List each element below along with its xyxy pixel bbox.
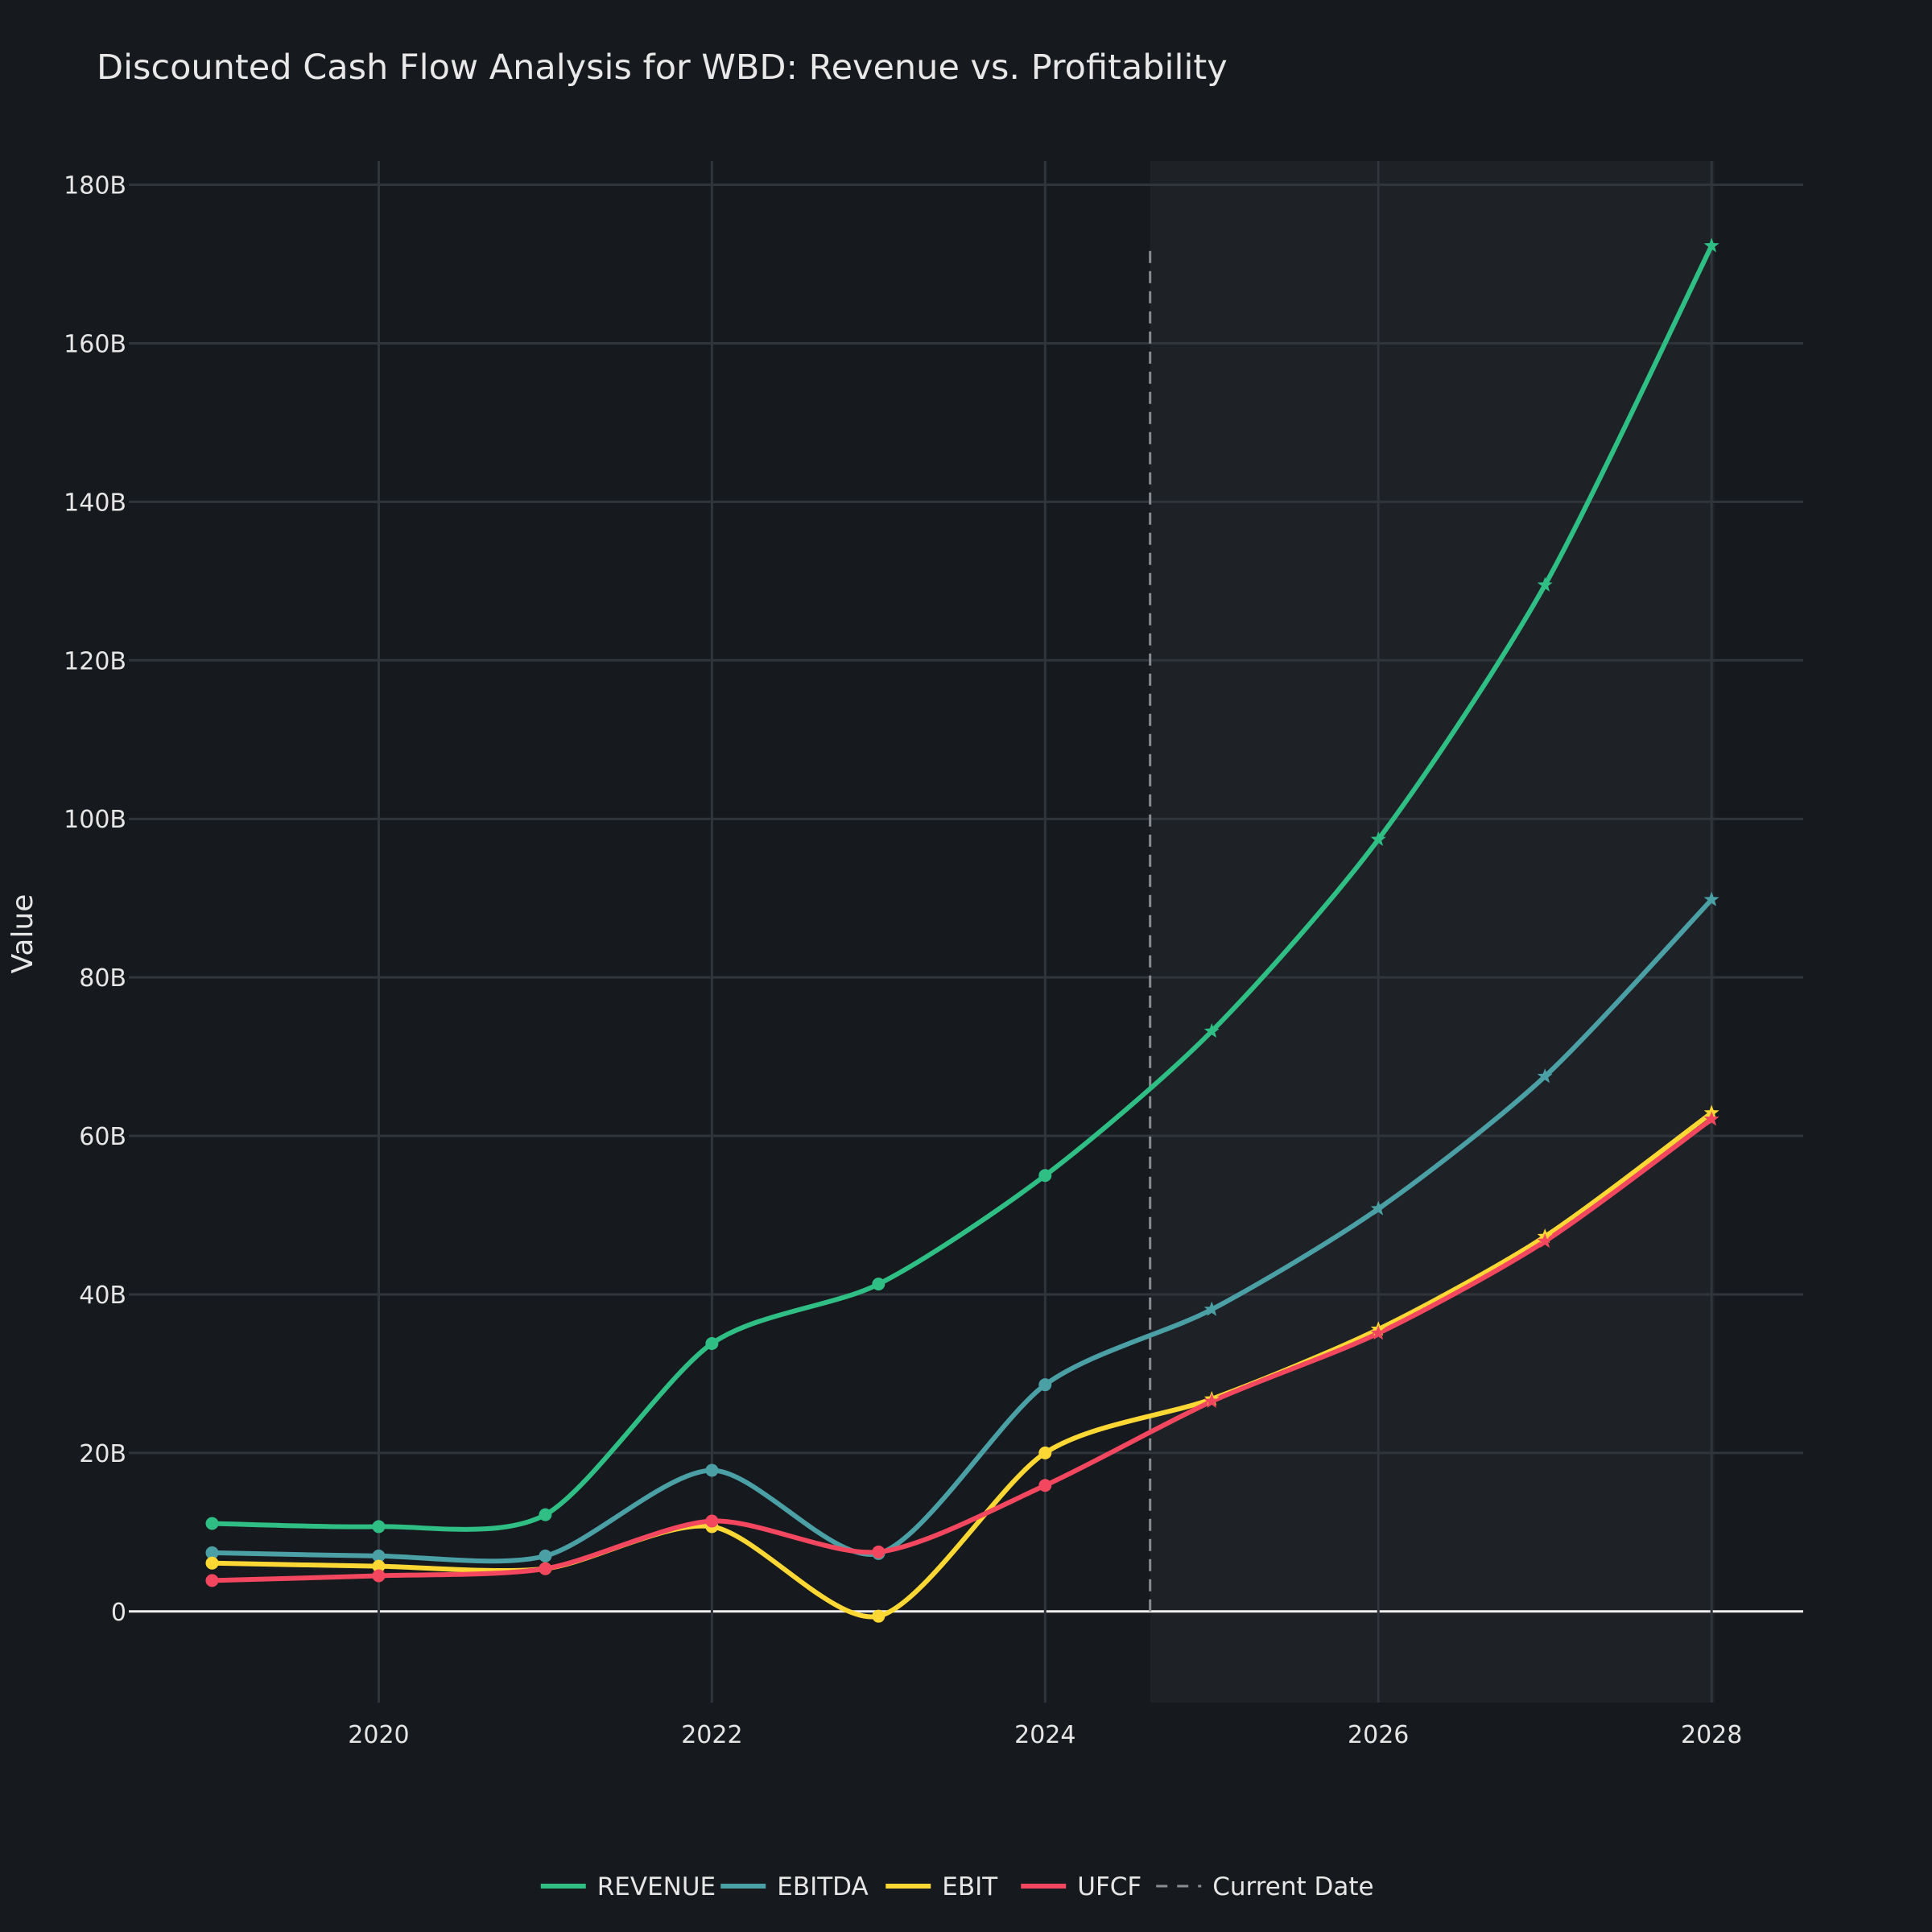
- y-tick-label: 0: [111, 1599, 126, 1627]
- x-tick-label: 2020: [348, 1721, 409, 1749]
- series-line-ebitda: [209, 897, 1715, 1564]
- forecast-point-ebitda: [1537, 1068, 1553, 1084]
- series-line-ebit: [209, 1110, 1715, 1620]
- y-tick-label: 40B: [79, 1282, 126, 1310]
- forecast-point-revenue: [1370, 831, 1386, 846]
- y-tick-label: 140B: [64, 489, 126, 517]
- y-tick-label: 60B: [79, 1123, 126, 1151]
- legend: REVENUE EBITDA EBIT UFCF Current Date: [540, 1872, 1374, 1901]
- data-point-ebit: [372, 1559, 386, 1573]
- data-point-ebit: [1038, 1446, 1052, 1459]
- series-line-revenue: [209, 243, 1715, 1532]
- y-tick-label: 120B: [64, 647, 126, 675]
- y-tick-label: 180B: [64, 172, 126, 200]
- x-tick-labels: 2020 2022 2024 2026 2028: [348, 1721, 1742, 1749]
- data-point-ufcf: [539, 1562, 552, 1575]
- data-point-ufcf: [1038, 1479, 1052, 1492]
- forecast-region-layer: [1150, 161, 1715, 1703]
- marker-layer: [205, 237, 1719, 1623]
- forecast-point-revenue: [1703, 237, 1719, 253]
- data-point-ufcf: [705, 1514, 719, 1528]
- y-tick-labels: 0 20B 40B 60B 80B 100B 120B 140B 160B 180B: [64, 172, 126, 1627]
- x-tick-label: 2024: [1014, 1721, 1075, 1749]
- forecast-point-revenue: [1203, 1023, 1220, 1038]
- forecast-point-ufcf: [1370, 1325, 1386, 1340]
- forecast-point-revenue: [1537, 576, 1553, 592]
- legend-label-current-date: Current Date: [1212, 1872, 1373, 1901]
- y-tick-label: 160B: [64, 330, 126, 358]
- y-tick-label: 100B: [64, 806, 126, 834]
- data-point-ufcf: [205, 1574, 219, 1587]
- data-point-revenue: [539, 1508, 552, 1521]
- forecast-point-ebitda: [1370, 1200, 1386, 1216]
- legend-label-revenue: REVENUE: [597, 1872, 716, 1901]
- data-point-ebitda: [1038, 1378, 1052, 1392]
- data-point-ebitda: [705, 1463, 719, 1477]
- data-point-ufcf: [872, 1545, 886, 1558]
- data-point-ebit: [205, 1556, 219, 1570]
- data-point-ebitda: [539, 1549, 552, 1563]
- legend-label-ebitda: EBITDA: [777, 1872, 868, 1901]
- forecast-point-ebitda: [1703, 891, 1719, 906]
- series-line-ufcf: [209, 1117, 1715, 1583]
- forecast-point-ufcf: [1537, 1232, 1553, 1249]
- series-layer: [209, 243, 1715, 1620]
- data-point-revenue: [872, 1278, 886, 1291]
- data-point-ufcf: [372, 1569, 386, 1583]
- legend-label-ebit: EBIT: [942, 1872, 998, 1901]
- x-tick-label: 2028: [1681, 1721, 1742, 1749]
- forecast-region: [1150, 161, 1715, 1703]
- data-point-revenue: [1038, 1169, 1052, 1183]
- forecast-point-ufcf: [1703, 1111, 1719, 1126]
- x-tick-label: 2026: [1348, 1721, 1409, 1749]
- forecast-point-ebitda: [1203, 1301, 1220, 1316]
- data-point-revenue: [705, 1336, 719, 1350]
- data-point-revenue: [372, 1520, 386, 1534]
- x-tick-label: 2022: [681, 1721, 742, 1749]
- data-point-revenue: [205, 1517, 219, 1530]
- data-point-ebitda: [205, 1546, 219, 1559]
- data-point-ebitda: [372, 1549, 386, 1563]
- data-point-ebit: [872, 1609, 886, 1623]
- chart-title: Discounted Cash Flow Analysis for WBD: R…: [97, 47, 1228, 88]
- legend-label-ufcf: UFCF: [1077, 1872, 1141, 1901]
- y-axis-label: Value: [6, 894, 39, 974]
- forecast-point-ufcf: [1203, 1393, 1220, 1408]
- grid-layer: [129, 161, 1803, 1703]
- y-tick-label: 80B: [79, 964, 126, 993]
- y-tick-label: 20B: [79, 1440, 126, 1468]
